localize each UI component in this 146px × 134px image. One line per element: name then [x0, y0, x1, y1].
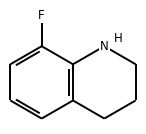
Text: H: H: [114, 32, 122, 45]
Text: F: F: [38, 9, 45, 22]
Text: N: N: [100, 40, 109, 53]
